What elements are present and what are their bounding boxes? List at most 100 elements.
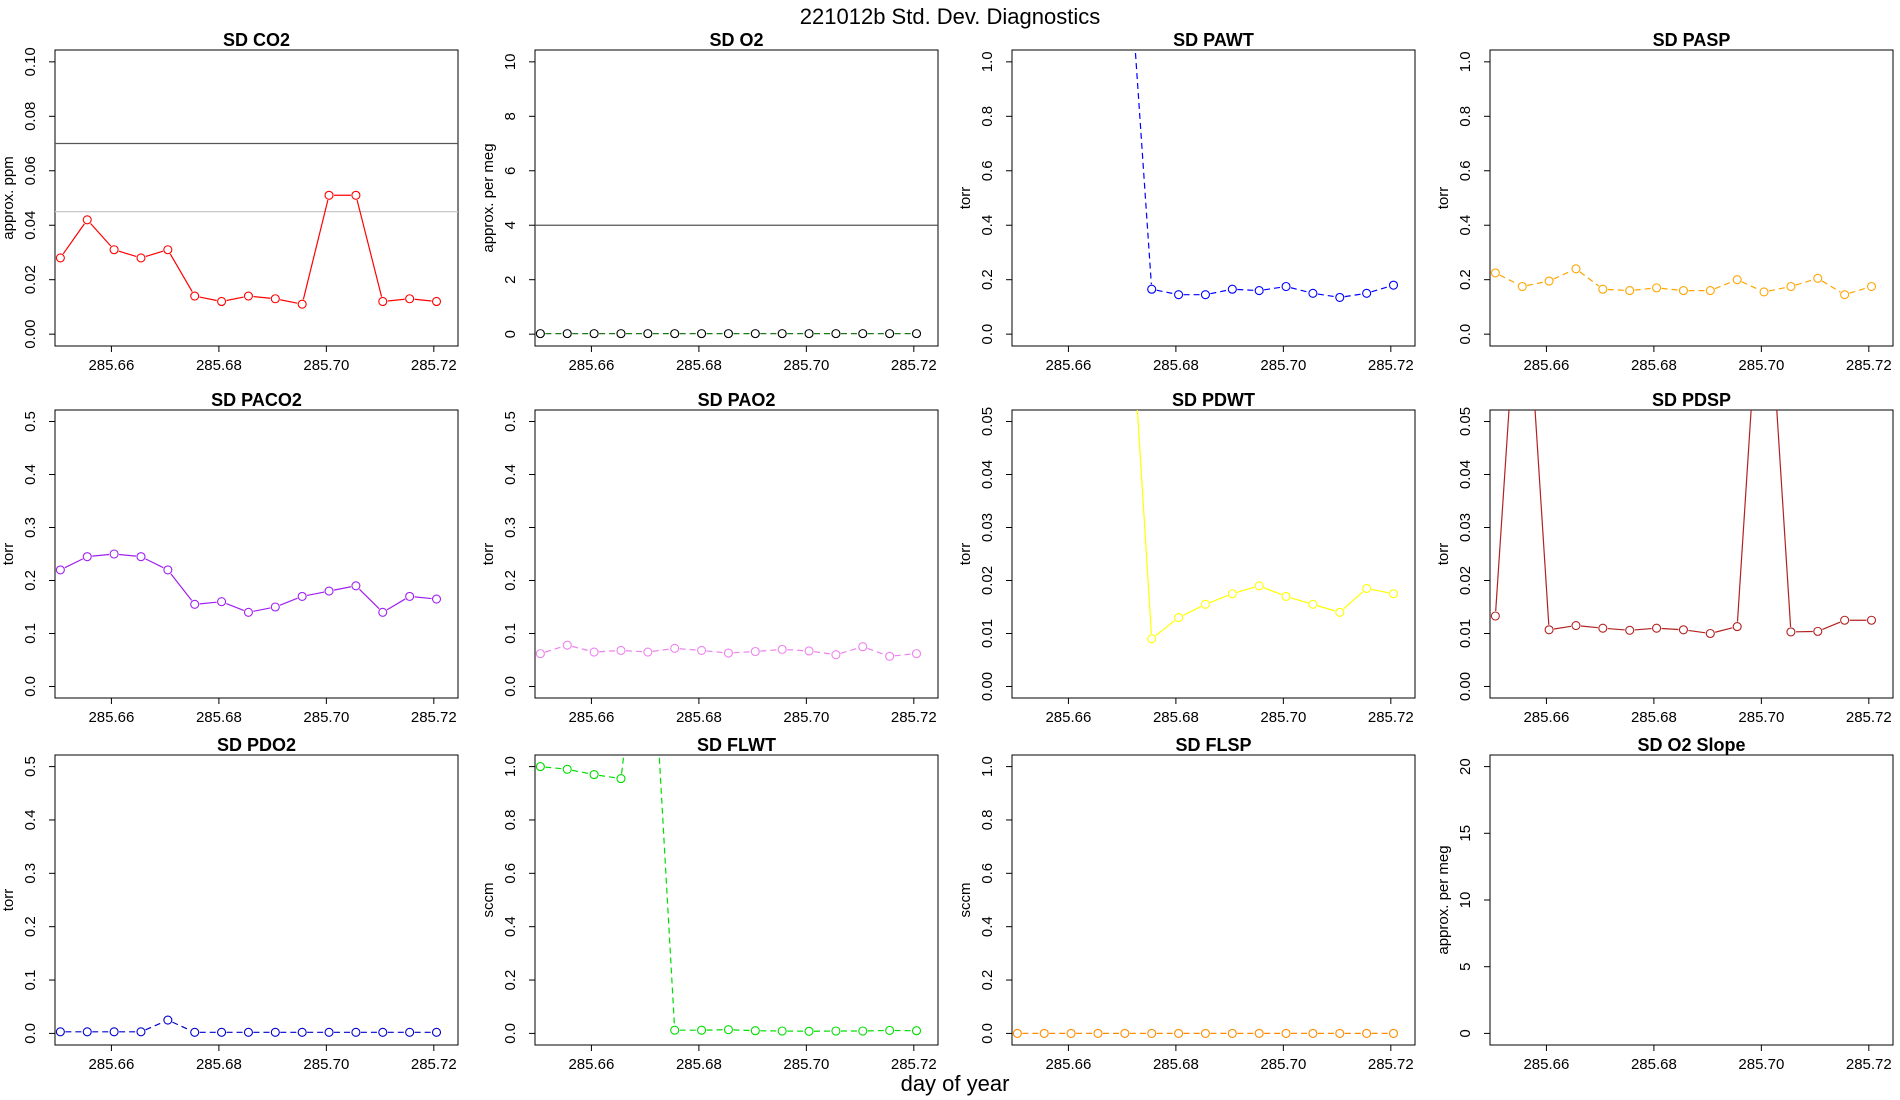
panel-frame	[1489, 754, 1894, 1046]
data-point	[589, 770, 599, 780]
series-segment	[1768, 286, 1787, 292]
series-segment	[62, 223, 85, 255]
data-point	[643, 329, 653, 339]
y-tick-label: 0.4	[979, 215, 996, 236]
series-segment	[1236, 586, 1255, 593]
x-tick-label: 285.66	[1045, 357, 1091, 374]
y-tick-label: 0.04	[1457, 460, 1474, 489]
series-segment	[1136, 410, 1152, 634]
panel-plot-area	[55, 1015, 442, 1037]
data-point	[1120, 1028, 1130, 1038]
data-point	[885, 651, 895, 661]
x-tick-label: 285.72	[1846, 1056, 1892, 1073]
data-point	[55, 1027, 65, 1037]
series-segment	[1634, 287, 1652, 291]
data-point	[616, 645, 626, 655]
data-point	[535, 649, 545, 659]
y-tick-label: 10	[1457, 892, 1474, 909]
y-tick-label: 1.0	[502, 756, 519, 777]
series-segment	[1607, 288, 1625, 291]
data-point	[723, 1025, 733, 1035]
data-point	[1388, 1028, 1399, 1038]
x-tick-label: 285.70	[303, 357, 349, 374]
y-tick-label: 0.4	[502, 464, 519, 485]
panel-title: SD FLSP	[1175, 735, 1251, 755]
y-tick-label: 0.00	[1457, 672, 1474, 701]
data-point	[831, 1026, 841, 1036]
data-point	[1200, 1028, 1210, 1038]
y-tick-label: 5	[1457, 963, 1474, 971]
y-tick-label: 1.0	[979, 51, 996, 72]
panel-ylabel: torr	[957, 187, 974, 210]
series-segment	[1210, 289, 1228, 295]
y-tick-label: 0.8	[1457, 106, 1474, 127]
series-segment	[226, 602, 245, 612]
panel-title: SD FLWT	[697, 735, 776, 755]
series-segment	[302, 199, 329, 300]
x-tick-label: 285.72	[411, 709, 457, 726]
panel-11: SD FLSP sccm 0.0 0.2 0.4 0.6 0.8 1.0 285.66 285.6…	[957, 735, 1416, 1073]
series-segment	[1688, 629, 1706, 634]
data-point	[697, 1025, 707, 1035]
panel-frame	[1011, 49, 1416, 347]
data-point	[911, 1026, 922, 1036]
panel-plot-area	[535, 224, 938, 339]
data-point	[378, 296, 388, 307]
data-point	[1786, 627, 1796, 637]
panel-2: SD O2 approx. per meg 0 2 4 6 8 10 285.66 285.68 2…	[480, 30, 939, 374]
x-tick-label: 285.68	[676, 357, 722, 374]
series-segment	[1499, 274, 1519, 285]
panel-title: SD PAO2	[698, 390, 776, 410]
data-point	[535, 329, 545, 339]
panel-plot-area	[1136, 410, 1399, 644]
series-segment	[652, 648, 670, 652]
series-segment	[386, 598, 406, 611]
series-segment	[145, 1021, 164, 1031]
x-tick-label: 285.68	[196, 357, 242, 374]
series-segment	[414, 298, 432, 302]
y-tick-label: 0.10	[22, 47, 39, 76]
x-tick-label: 285.72	[1846, 357, 1892, 374]
data-point	[1571, 620, 1581, 631]
data-point	[297, 591, 307, 601]
x-tick-label: 285.72	[891, 357, 937, 374]
data-point	[270, 1027, 280, 1037]
x-tick-label: 285.66	[88, 709, 134, 726]
data-point	[297, 299, 307, 309]
panel-6: SD PAO2 torr 0.0 0.1 0.2 0.3 0.4 0.5 285.66 285.6…	[480, 390, 939, 726]
x-tick-label: 285.68	[1153, 709, 1199, 726]
data-point	[1490, 268, 1500, 278]
x-tick-label: 285.66	[568, 709, 614, 726]
series-segment	[199, 601, 217, 605]
x-tick-label: 285.66	[568, 357, 614, 374]
data-point	[1308, 1028, 1318, 1038]
data-point	[750, 646, 760, 657]
data-point	[405, 294, 415, 304]
x-tick-label: 285.68	[1631, 357, 1677, 374]
series-segment	[625, 650, 643, 653]
panel-frame	[54, 754, 459, 1046]
data-point	[243, 1027, 253, 1037]
y-tick-label: 0.0	[502, 1023, 519, 1044]
y-tick-label: 0.2	[22, 916, 39, 937]
y-tick-label: 0.1	[22, 623, 39, 644]
y-tick-label: 0.05	[1457, 407, 1474, 436]
data-point	[670, 643, 680, 653]
y-tick-label: 0.2	[979, 269, 996, 290]
panel-plot-area	[1490, 264, 1877, 300]
data-point	[270, 602, 280, 612]
data-point	[351, 1027, 361, 1037]
data-point	[405, 1027, 415, 1037]
y-tick-label: 20	[1457, 758, 1474, 775]
y-tick-label: 0	[1457, 1029, 1474, 1037]
data-point	[535, 762, 545, 772]
x-tick-label: 285.68	[196, 1056, 242, 1073]
data-point	[670, 1025, 680, 1035]
x-tick-label: 285.72	[891, 1056, 937, 1073]
panel-5: SD PACO2 torr 0.0 0.1 0.2 0.3 0.4 0.5 285.66 285.…	[0, 390, 459, 726]
series-segment	[840, 647, 859, 654]
y-tick-label: 0.02	[1457, 566, 1474, 595]
x-tick-label: 285.72	[891, 709, 937, 726]
panel-9: SD PDO2 torr 0.0 0.1 0.2 0.3 0.4 0.5 285.66 285.6…	[0, 735, 459, 1073]
y-tick-label: 0.00	[22, 320, 39, 349]
